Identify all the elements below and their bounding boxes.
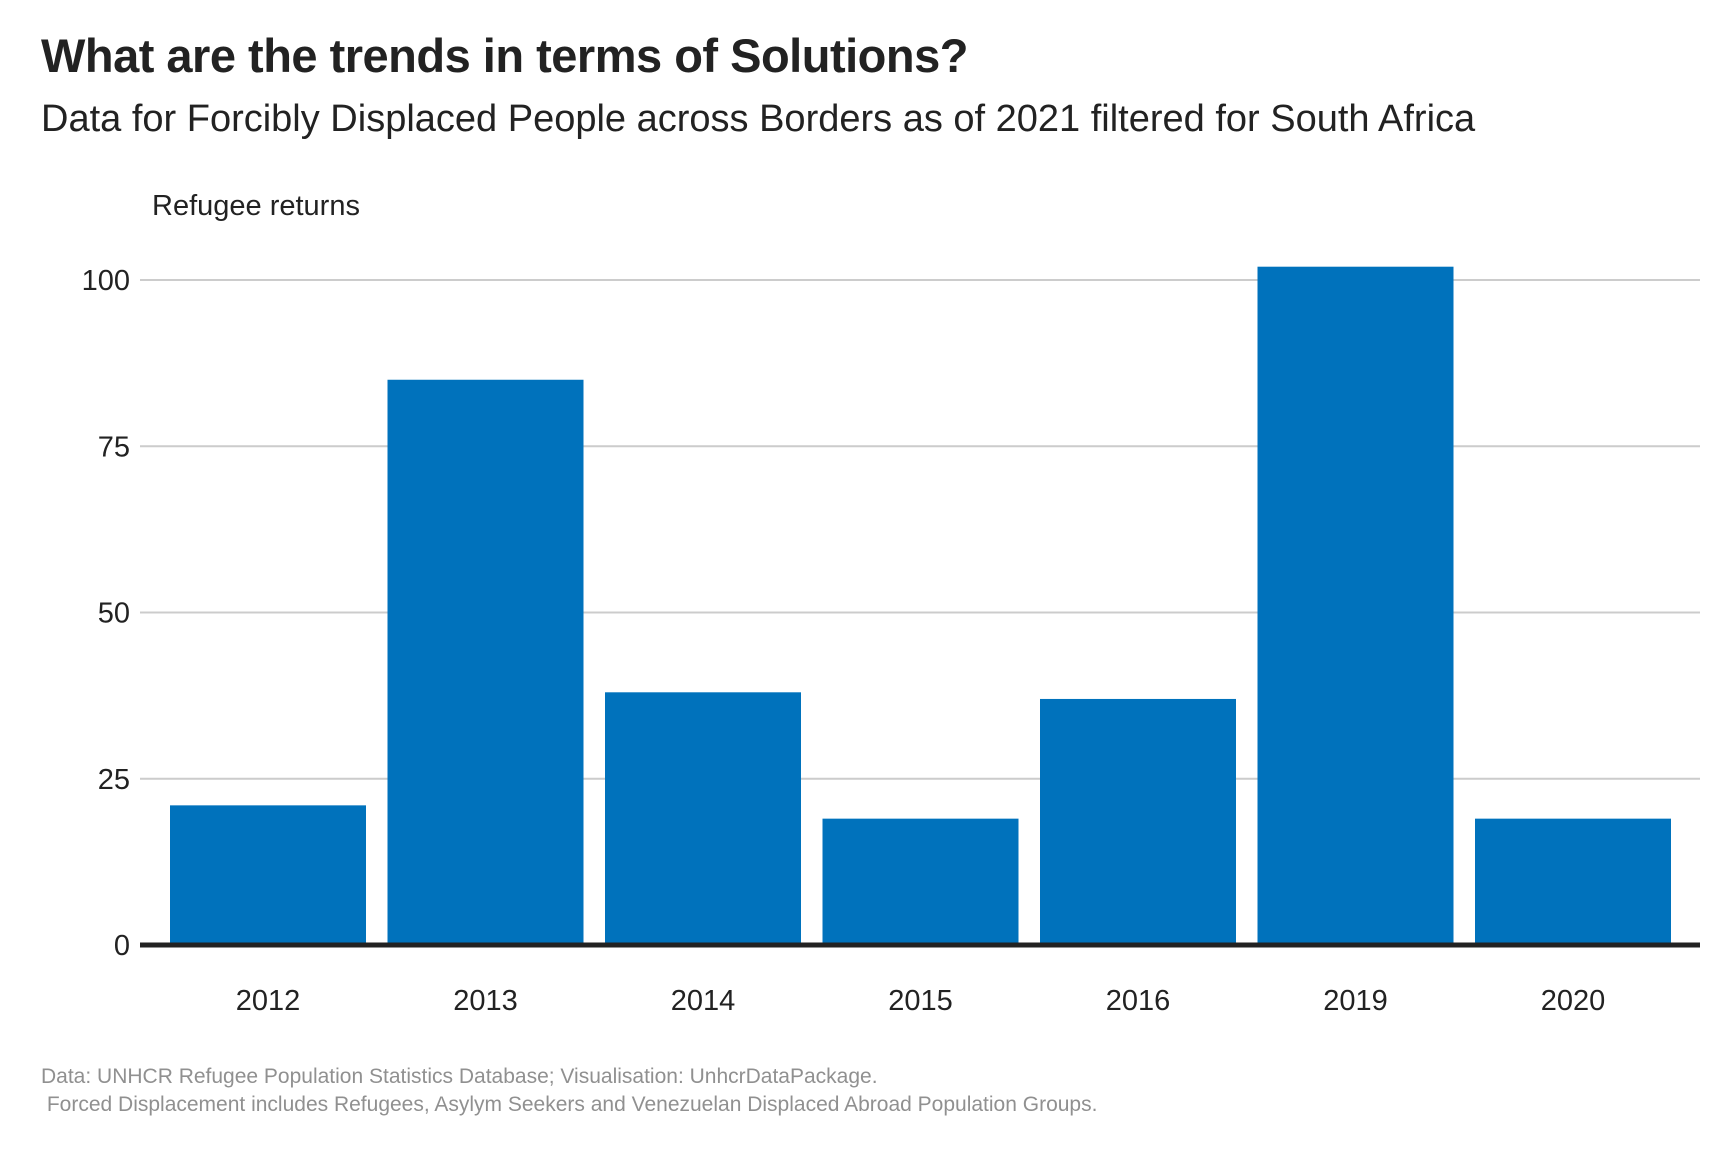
x-tick-label: 2014 (671, 985, 736, 1017)
bar-2012 (170, 805, 366, 945)
y-tick-label: 0 (114, 930, 130, 962)
caption-note: Forced Displacement includes Refugees, A… (41, 1093, 1098, 1116)
x-tick-label: 2013 (453, 985, 518, 1017)
chart-caption: Data: UNHCR Refugee Population Statistic… (41, 1063, 1097, 1119)
bars (170, 266, 1671, 945)
gridlines (140, 279, 1700, 780)
y-tick-label: 25 (98, 764, 130, 796)
x-axis-ticks: 2012 2013 2014 2015 2016 2019 2020 (236, 985, 1606, 1017)
chart-subtitle: Data for Forcibly Displaced People acros… (41, 98, 1476, 140)
bar-2019 (1257, 266, 1454, 945)
y-tick-label: 100 (82, 265, 130, 297)
y-axis-label: Refugee returns (152, 190, 360, 222)
y-axis-ticks: 0 25 50 75 100 (82, 265, 130, 962)
bar-2014 (605, 692, 801, 945)
x-tick-label: 2016 (1106, 985, 1171, 1017)
bar-2020 (1475, 818, 1671, 945)
bar-2015 (822, 818, 1019, 945)
x-tick-label: 2020 (1541, 985, 1606, 1017)
caption-source: Data: UNHCR Refugee Population Statistic… (41, 1065, 878, 1088)
x-tick-label: 2019 (1323, 985, 1388, 1017)
x-tick-label: 2015 (888, 985, 953, 1017)
y-tick-label: 50 (98, 598, 130, 630)
bar-2013 (387, 379, 584, 945)
x-tick-label: 2012 (236, 985, 301, 1017)
chart-title: What are the trends in terms of Solution… (41, 29, 968, 82)
y-tick-label: 75 (98, 431, 130, 463)
bar-2016 (1040, 698, 1236, 945)
